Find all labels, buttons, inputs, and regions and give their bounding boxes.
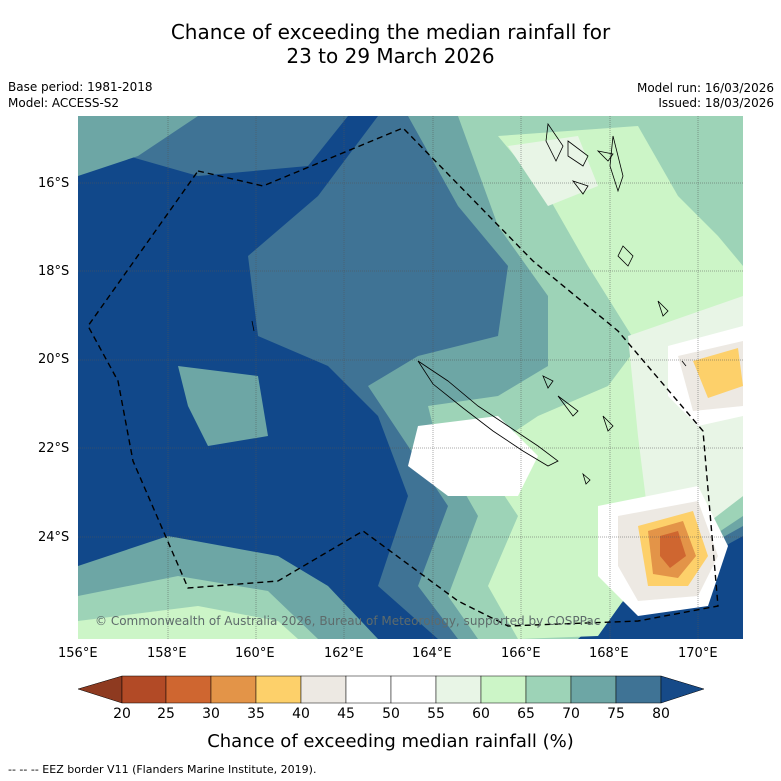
copyright-text: © Commonwealth of Australia 2026, Bureau…	[95, 614, 601, 628]
contour-55-60-south	[78, 606, 298, 639]
contour-25-30-south	[660, 531, 686, 568]
lat-tick: 18°S	[38, 264, 70, 279]
colorbar-segment-lt20	[78, 675, 123, 704]
model-label: Model: ACCESS-S2	[8, 96, 120, 110]
colorbar-tick: 55	[427, 706, 445, 722]
colorbar-tick: 60	[472, 706, 490, 722]
colorbar-tick: 20	[113, 706, 131, 722]
lat-tick: 24°S	[38, 530, 70, 545]
lon-tick: 166°E	[501, 646, 541, 661]
base-period-label: Base period: 1981-2018	[8, 80, 153, 94]
lat-tick: 16°S	[38, 176, 70, 191]
colorbar-segment	[210, 675, 257, 704]
colorbar-segment	[255, 675, 302, 704]
colorbar-segment	[480, 675, 527, 704]
colorbar-segment	[390, 675, 437, 704]
title-line-1: Chance of exceeding the median rainfall …	[170, 20, 611, 44]
lon-tick: 160°E	[235, 646, 275, 661]
colorbar-tick: 75	[607, 706, 625, 722]
lon-tick: 156°E	[58, 646, 98, 661]
colorbar-segment	[570, 675, 617, 704]
colorbar-tick: 40	[292, 706, 310, 722]
map-svg	[78, 116, 743, 639]
colorbar-tick: 65	[517, 706, 535, 722]
colorbar	[78, 675, 705, 704]
colorbar-tick: 25	[157, 706, 175, 722]
lon-tick: 168°E	[589, 646, 629, 661]
lat-tick: 20°S	[38, 352, 70, 367]
colorbar-tick: 35	[247, 706, 265, 722]
colorbar-segment	[435, 675, 482, 704]
lon-tick: 164°E	[412, 646, 452, 661]
lon-tick: 170°E	[678, 646, 718, 661]
colorbar-segment	[300, 675, 347, 704]
colorbar-segment	[345, 675, 392, 704]
colorbar-segment-gt80	[660, 675, 705, 704]
contour-65-70-mid	[178, 366, 268, 446]
colorbar-tick: 80	[652, 706, 670, 722]
lon-tick: 158°E	[147, 646, 187, 661]
colorbar-title: Chance of exceeding median rainfall (%)	[207, 731, 574, 752]
title-line-2: 23 to 29 March 2026	[286, 44, 495, 68]
rainfall-probability-map: © Commonwealth of Australia 2026, Bureau…	[78, 116, 743, 639]
coastline-icon	[251, 122, 687, 485]
colorbar-tick: 45	[337, 706, 355, 722]
lat-tick: 22°S	[38, 441, 70, 456]
eez-border-dashed-line-icon	[87, 127, 719, 627]
colorbar-segment	[525, 675, 572, 704]
eez-legend-note: -- -- -- EEZ border V11 (Flanders Marine…	[8, 763, 317, 776]
contour-70-75-north	[128, 116, 348, 176]
colorbar-segment	[165, 675, 212, 704]
model-run-label: Model run: 16/03/2026	[636, 81, 774, 95]
colorbar-tick: 50	[382, 706, 400, 722]
contour-35-40-east	[693, 348, 743, 398]
contour-45-55-centre	[408, 416, 538, 496]
colorbar-segment	[615, 675, 662, 704]
issued-label: Issued: 18/03/2026	[658, 96, 774, 110]
lon-tick: 162°E	[324, 646, 364, 661]
contour-50-55-north	[508, 136, 598, 206]
colorbar-segment	[121, 675, 167, 704]
colorbar-tick: 70	[562, 706, 580, 722]
colorbar-tick: 30	[202, 706, 220, 722]
